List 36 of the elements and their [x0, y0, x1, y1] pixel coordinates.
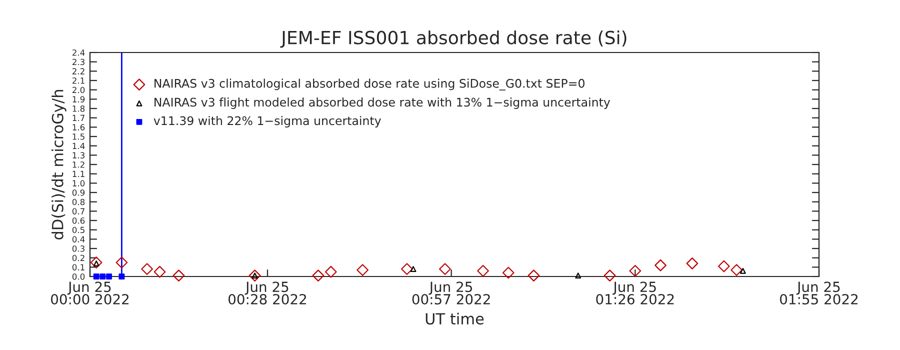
legend-label: NAIRAS v3 flight modeled absorbed dose rate with 13% 1−sigma uncertainty	[154, 98, 610, 109]
y-tick-label: 2.4	[72, 49, 85, 56]
y-tick-label: 0.9	[72, 189, 85, 196]
y-tick-label: 1.8	[72, 105, 85, 112]
y-tick-label: 0.5	[72, 226, 84, 234]
y-tick-label: 1.2	[72, 161, 84, 168]
y-tick-label: 0.1	[72, 264, 84, 270]
y-tick-label: 0.4	[72, 236, 85, 242]
chart-title: JEM-EF ISS001 absorbed dose rate (Si)	[280, 30, 626, 48]
y-tick-label: 2.3	[72, 58, 84, 66]
x-tick-label: Jun 25 01:55 2022	[780, 282, 858, 304]
y-tick-label: 0.2	[72, 254, 84, 262]
y-tick-label: 0.3	[72, 245, 84, 252]
x-tick-label: Jun 25 01:26 2022	[596, 282, 674, 304]
y-tick-label: 1.5	[72, 134, 84, 140]
y-tick-label: 1.6	[72, 124, 85, 130]
y-tick-label: 0.7	[72, 208, 84, 214]
y-axis-title: dD(Si)/dt microGy/h	[52, 90, 66, 240]
y-tick-label: 2.2	[72, 68, 84, 74]
x-tick-label: Jun 25 00:00 2022	[51, 282, 128, 304]
y-tick-label: 2.0	[72, 86, 85, 94]
y-tick-label: 2.1	[72, 77, 84, 84]
x-tick-label: Jun 25 00:57 2022	[412, 282, 490, 304]
y-tick-label: 1.1	[72, 170, 84, 177]
y-tick-label: 0.8	[72, 198, 85, 206]
x-axis-title: UT time	[426, 312, 484, 325]
y-tick-label: 1.9	[72, 96, 85, 102]
y-tick-label: 1.4	[72, 142, 85, 149]
y-tick-label: 1.0	[72, 180, 85, 186]
x-tick-label: Jun 25 00:28 2022	[228, 282, 306, 304]
legend-label: NAIRAS v3 climatological absorbed dose rate using SiDose_G0.txt SEP=0	[154, 78, 584, 90]
y-tick-label: 0.6	[72, 217, 85, 224]
y-tick-label: 1.7	[72, 114, 84, 121]
legend-label: v11.39 with 22% 1−sigma uncertainty	[154, 116, 381, 128]
y-tick-label: 0.0	[72, 273, 85, 280]
y-tick-label: 1.3	[72, 152, 84, 158]
